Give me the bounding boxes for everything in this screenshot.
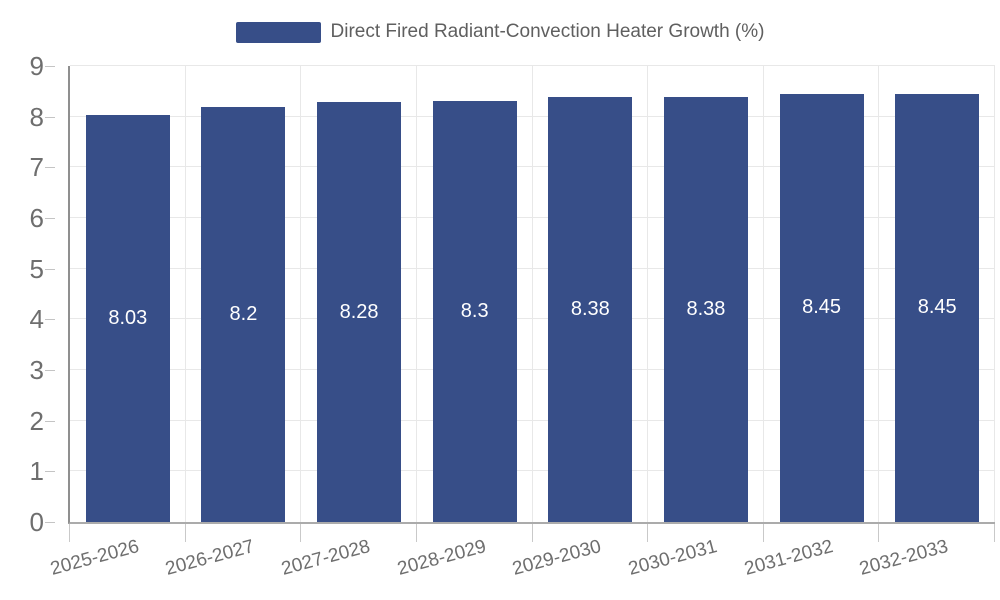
y-axis-labels: 0 1 2 3 4 5 6 7 8 9 xyxy=(0,51,44,537)
bar-2028-2029: 8.3 xyxy=(432,101,517,522)
v-gridline xyxy=(415,66,417,522)
x-axis-tick xyxy=(762,524,764,542)
bar-value-label: 8.28 xyxy=(339,300,379,323)
bar-2031-2032: 8.45 xyxy=(779,93,864,522)
bar-value-label: 8.38 xyxy=(570,298,610,321)
h-gridline xyxy=(70,369,995,371)
v-gridline xyxy=(647,66,649,522)
bar-value-label: 8.45 xyxy=(917,296,957,319)
x-axis-tick xyxy=(300,524,302,542)
bar-value-label: 8.38 xyxy=(686,298,726,321)
y-tick-label: 0 xyxy=(29,507,44,537)
v-gridline xyxy=(994,66,995,522)
y-tick-label: 5 xyxy=(29,253,44,284)
legend-swatch[interactable] xyxy=(235,21,321,43)
x-axis-tick xyxy=(878,524,880,542)
h-gridline xyxy=(70,318,995,320)
x-axis-tick xyxy=(415,524,417,542)
v-gridline xyxy=(300,66,302,522)
y-tick-label: 9 xyxy=(29,51,44,81)
y-axis-tick xyxy=(45,370,55,372)
x-axis-tick xyxy=(184,524,186,542)
legend[interactable]: Direct Fired Radiant-Convection Heater G… xyxy=(0,20,1000,44)
y-tick-label: 7 xyxy=(29,152,44,183)
x-axis-tick xyxy=(69,524,70,542)
y-axis-tick xyxy=(45,420,55,422)
y-tick-label: 4 xyxy=(29,304,44,335)
v-gridline xyxy=(184,66,186,522)
y-tick-label: 2 xyxy=(29,405,44,436)
bar-value-label: 8.3 xyxy=(460,300,489,323)
bar-value-label: 8.45 xyxy=(802,296,842,319)
h-gridline xyxy=(70,419,995,421)
y-tick-label: 6 xyxy=(29,203,44,234)
y-tick-label: 1 xyxy=(29,456,44,487)
bar-2025-2026: 8.03 xyxy=(85,115,170,522)
h-gridline xyxy=(70,470,995,472)
x-axis-tick xyxy=(994,524,995,542)
bar-2027-2028: 8.28 xyxy=(317,102,402,522)
v-gridline xyxy=(762,66,764,522)
bar-value-label: 8.2 xyxy=(229,302,258,325)
h-gridline xyxy=(70,267,995,269)
bar-2026-2027: 8.2 xyxy=(201,106,286,522)
bar-2032-2033: 8.45 xyxy=(895,93,980,522)
bar-2029-2030: 8.38 xyxy=(548,97,633,522)
y-axis-tick xyxy=(45,116,55,118)
bar-2030-2031: 8.38 xyxy=(663,97,748,522)
h-gridline xyxy=(70,115,995,117)
v-gridline xyxy=(531,66,533,522)
h-gridline xyxy=(70,166,995,168)
plot-area: 8.03 8.2 8.28 8.3 8.38 8.38 8.45 8.45 xyxy=(45,65,995,542)
x-axis-tick xyxy=(647,524,649,542)
y-axis-tick xyxy=(45,471,55,473)
legend-label: Direct Fired Radiant-Convection Heater G… xyxy=(330,21,765,42)
y-axis-tick xyxy=(45,66,55,67)
y-axis-tick xyxy=(45,167,55,169)
y-tick-label: 3 xyxy=(29,355,44,386)
y-axis-tick xyxy=(45,522,55,523)
h-gridline xyxy=(70,217,995,219)
y-tick-label: 8 xyxy=(29,101,44,132)
x-axis-labels: 2025-2026 2026-2027 2027-2028 2028-2029 2029… xyxy=(48,524,993,600)
y-axis-tick xyxy=(45,218,55,220)
v-gridline xyxy=(878,66,880,522)
bar-value-label: 8.03 xyxy=(108,307,148,330)
y-axis-tick xyxy=(45,268,55,270)
y-axis-tick xyxy=(45,319,55,321)
h-gridline xyxy=(70,65,995,66)
x-axis-tick xyxy=(531,524,533,542)
